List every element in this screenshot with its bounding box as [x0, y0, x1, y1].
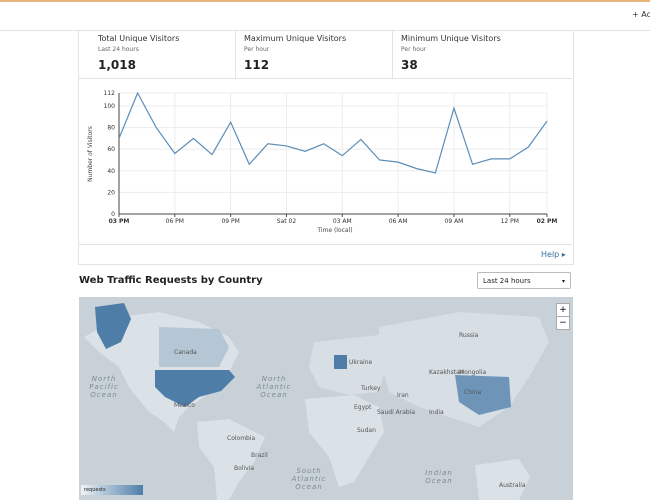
stat-period: Per hour — [244, 46, 270, 53]
help-link[interactable]: Help ▸ — [541, 250, 566, 259]
y-tick-label: 20 — [107, 189, 115, 196]
europe — [309, 335, 389, 395]
stat-card: Total Unique Visitors Last 24 hours 1,018 — [78, 31, 235, 78]
country-label: Mexico — [174, 402, 195, 409]
divider — [78, 244, 572, 245]
china — [455, 375, 511, 415]
stat-value: 112 — [244, 58, 270, 72]
stat-card: Minimum Unique Visitors Per hour 38 — [392, 31, 549, 78]
visitors-line — [118, 91, 548, 174]
country-label: Australia — [499, 482, 526, 489]
canada — [159, 327, 229, 367]
y-tick-label: 100 — [104, 103, 116, 110]
map-shapes — [84, 303, 549, 500]
topbar-border — [0, 30, 650, 31]
x-tick-label: 09 AM — [445, 218, 464, 225]
x-tick-label: 06 PM — [166, 218, 184, 225]
section-title: Web Traffic Requests by Country — [79, 275, 263, 286]
range-text[interactable]: Last 24 hours — [483, 277, 531, 285]
country-label: Russia — [459, 332, 479, 339]
africa — [305, 395, 384, 487]
add-button[interactable]: + Ac — [632, 10, 650, 19]
x-tick-label: 02 PM — [537, 218, 558, 225]
x-tick-label: 03 PM — [109, 218, 130, 225]
country-label: Egypt — [354, 404, 372, 411]
country-label: India — [429, 409, 444, 416]
country-label: Turkey — [361, 385, 381, 392]
zoom-out[interactable]: − — [556, 316, 570, 330]
divider — [78, 78, 572, 79]
country-label: Saudi Arabia — [377, 409, 416, 416]
zoom-in[interactable]: + — [556, 303, 570, 317]
stat-value: 1,018 — [98, 58, 136, 72]
stat-period: Per hour — [401, 46, 427, 53]
help-text[interactable]: Help — [541, 250, 560, 259]
germany — [334, 355, 347, 369]
map-legend: requests — [81, 485, 143, 495]
line-chart: Number of Visitors Time (local) 0 20 40 60 8… — [87, 90, 558, 234]
world-map: North Pacific Ocean North Atlantic Ocean S… — [79, 297, 573, 500]
y-tick-label: 112 — [104, 90, 116, 97]
top-accent — [0, 0, 650, 2]
x-tick-label: 09 PM — [221, 218, 239, 225]
stat-card: Maximum Unique Visitors Per hour 112 — [235, 31, 392, 78]
x-tick-label: 12 PM — [501, 218, 519, 225]
stat-period: Last 24 hours — [98, 46, 139, 53]
australia — [475, 459, 530, 500]
y-tick-label: 40 — [107, 168, 115, 175]
country-label: Kazakhstan — [429, 369, 464, 376]
x-axis-title: Time (local) — [316, 227, 352, 234]
ocean-label: North Atlantic Ocean — [256, 375, 292, 399]
dropdown-arrow: ▾ — [561, 278, 565, 285]
stat-title: Total Unique Visitors — [98, 34, 180, 43]
stat-value: 38 — [401, 58, 418, 72]
country-label: Colombia — [227, 435, 256, 442]
y-tick-label: 80 — [107, 125, 115, 132]
x-tick-label: 06 AM — [389, 218, 408, 225]
y-tick-label: 0 — [111, 211, 115, 218]
united-states — [155, 370, 235, 407]
stats-panel — [78, 31, 574, 265]
south-america — [197, 419, 265, 500]
x-tick-label: Sat 02 — [277, 218, 297, 225]
stat-title: Maximum Unique Visitors — [244, 34, 347, 43]
alaska — [95, 303, 131, 349]
y-axis-title: Number of Visitors — [87, 126, 94, 182]
country-label: Bolivia — [234, 465, 255, 472]
country-label: Mongolia — [459, 369, 487, 376]
country-label: Ukraine — [349, 359, 373, 366]
y-tick-label: 60 — [107, 146, 115, 153]
country-label: Sudan — [357, 427, 376, 434]
country-label: China — [464, 389, 482, 396]
ocean-label: South Atlantic Ocean — [291, 467, 327, 491]
country-label: Brazil — [251, 452, 268, 459]
range-select[interactable]: Last 24 hours ▾ — [477, 272, 571, 289]
country-label: Canada — [174, 349, 197, 356]
ocean-label: Indian Ocean — [425, 469, 453, 485]
stat-title: Minimum Unique Visitors — [401, 34, 501, 43]
ocean-label: North Pacific Ocean — [89, 375, 119, 399]
country-label: Iran — [397, 392, 409, 399]
x-tick-label: 03 AM — [333, 218, 352, 225]
